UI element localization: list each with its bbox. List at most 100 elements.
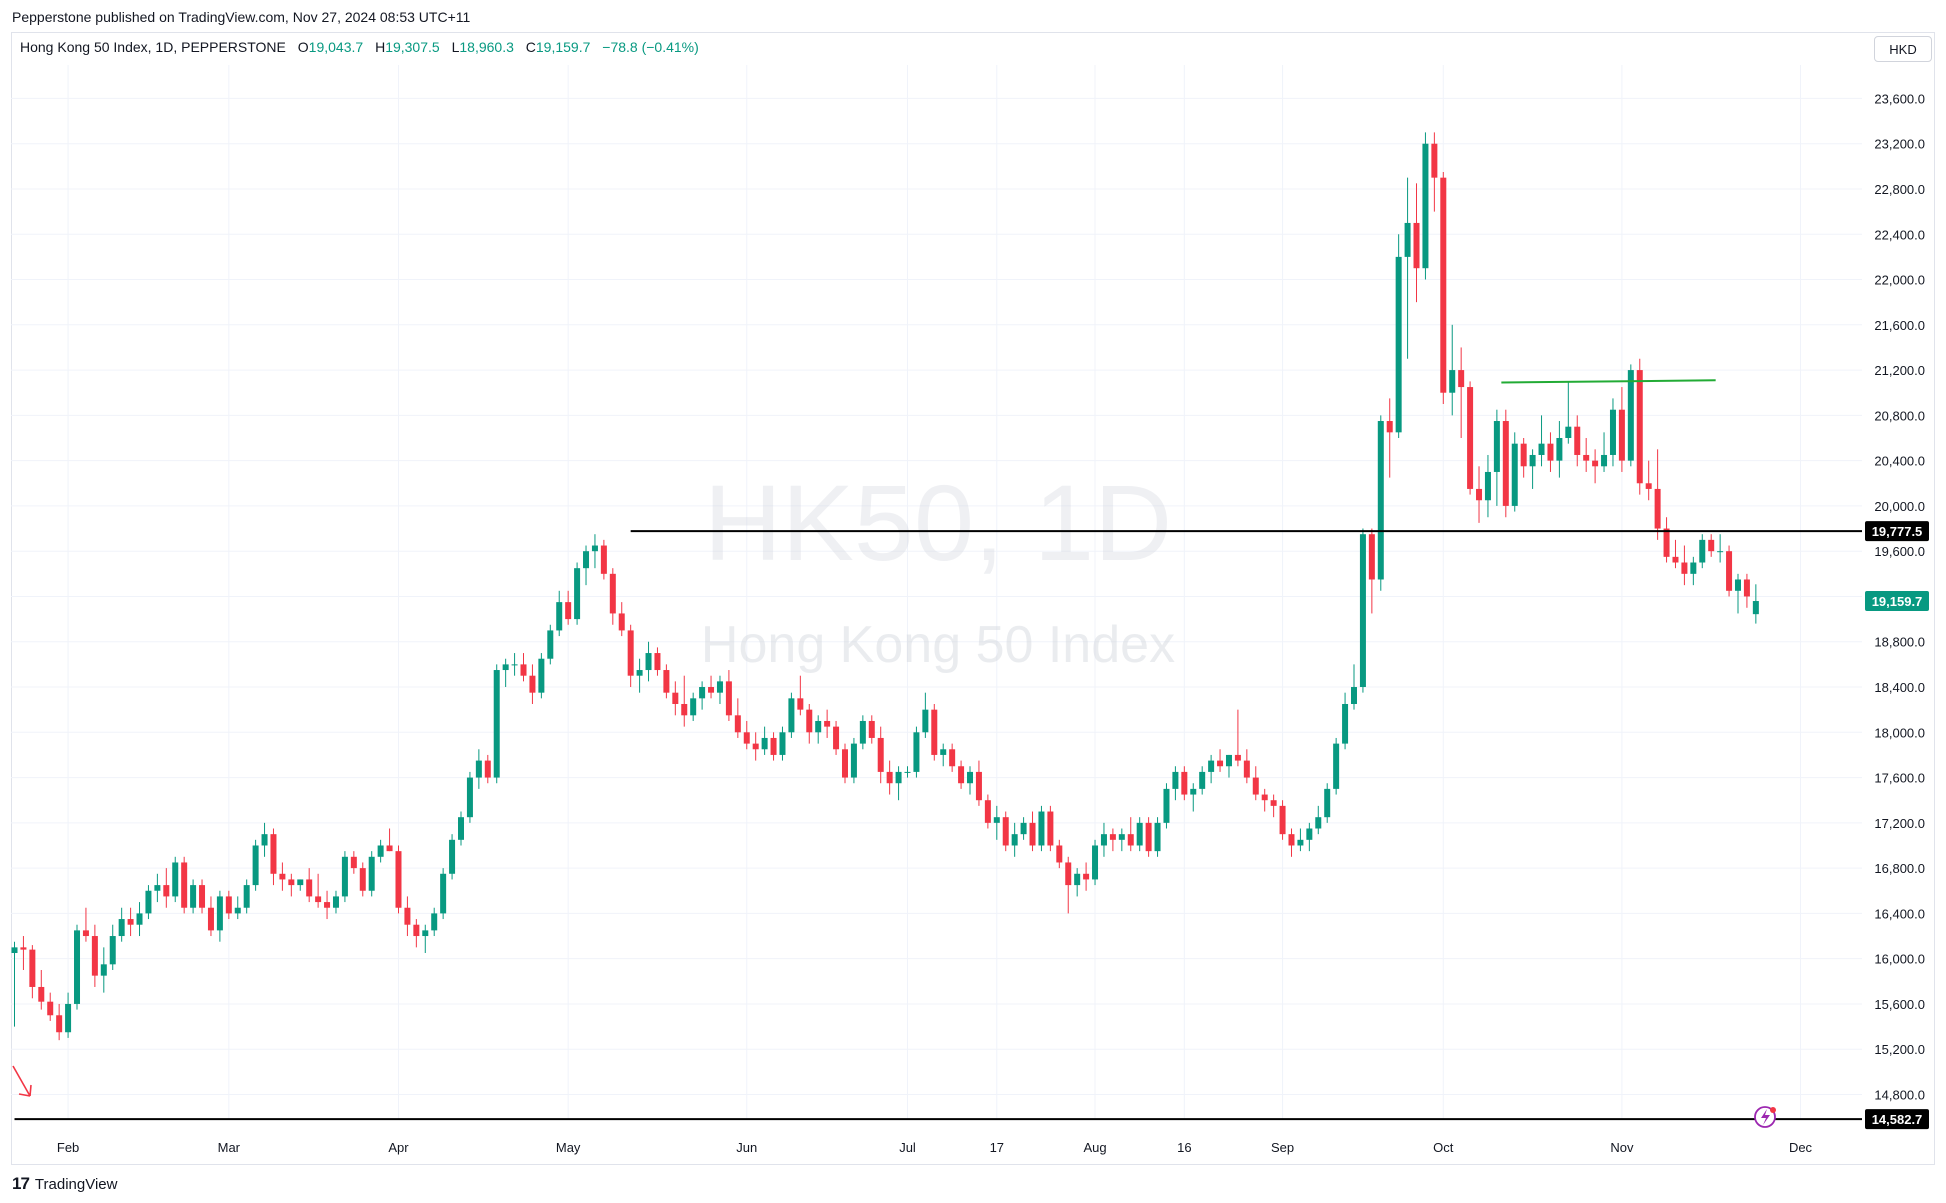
price-tick-label: 15,200.0 [1874,1042,1925,1057]
price-axis: 14,800.0 15,200.0 15,600.0 16,000.0 16,400.0… [1874,91,1925,1102]
candle [1092,839,1099,886]
candle [1118,828,1125,852]
candle-body [359,868,366,891]
price-tick-label: 16,400.0 [1874,906,1925,921]
candle [1618,387,1625,472]
candle [716,675,723,704]
candle [1476,466,1483,523]
candle [788,692,795,738]
legend-open: 19,043.7 [308,39,364,55]
time-tick-label: Mar [218,1140,241,1155]
candle-body [11,947,18,954]
legend-close: 19,159.7 [535,39,591,55]
candle-body [975,771,982,801]
candle-body [895,771,902,784]
tradingview-logo[interactable]: 17 TradingView [12,1174,117,1194]
candle-body [1342,703,1349,744]
candle [1440,172,1447,405]
price-tick-label: 19,600.0 [1874,544,1925,559]
candle [1181,766,1188,801]
candle [324,890,331,920]
candle-body [967,771,974,784]
candle [779,726,786,761]
candle-body [449,839,456,874]
price-labels: 19,777.5 19,159.7 14,582.7 [1865,521,1929,1130]
candle [1083,862,1090,891]
candle [56,1003,63,1041]
candle [1199,766,1206,795]
candle [1002,811,1009,852]
candle [1752,584,1759,624]
candle-body [109,936,116,965]
candle-body [841,749,848,778]
candle [1556,421,1563,478]
lightning-icon[interactable] [1754,1106,1776,1128]
candle-body [1020,822,1027,835]
candle-body [413,924,420,937]
candle-body [1422,143,1429,269]
candle-body [1752,601,1759,615]
candle-body [1154,822,1161,852]
candle [297,879,304,891]
candle [627,624,634,688]
price-label-box [1865,1109,1929,1130]
candle [475,749,482,789]
candle-body [136,913,143,925]
candle-body [225,896,232,914]
candle-body [1672,556,1679,563]
candle [752,732,759,761]
candle-body [1484,471,1491,501]
candle-body [1136,822,1143,846]
candle-body [600,545,607,574]
candle-body [288,879,295,886]
candle-body [520,664,527,676]
candle-body [315,896,322,903]
candle-body [1038,811,1045,846]
candle-body [833,726,840,750]
candle-body [1252,777,1259,795]
candles [11,132,1759,1041]
candle [1297,828,1304,852]
candle [1074,868,1081,897]
candle [502,658,509,688]
candle-body [1351,687,1357,704]
time-tick-label: Jun [736,1140,757,1155]
candle [368,851,375,897]
candle [708,675,715,699]
candle [895,766,902,801]
candle [484,754,491,784]
candle-body [1368,534,1375,580]
legend-low: 18,960.3 [459,39,514,55]
candle [1100,822,1107,857]
candle-body [1163,788,1170,823]
candle-body [708,687,715,693]
candle-body [922,709,929,733]
candle-body [1726,551,1733,591]
candle [1154,817,1161,857]
candle [1172,766,1179,801]
candle-body [38,986,45,1002]
candle [1601,432,1608,472]
candle [377,839,384,863]
candle-body [725,681,732,716]
candle-body [145,890,152,914]
candle-body [958,766,965,784]
candle [654,647,661,676]
candle [538,653,545,699]
candle [609,568,616,625]
candle-body [1556,437,1563,461]
candle-body [1056,845,1063,863]
candle-body [1100,834,1107,846]
candle-body [127,919,134,925]
candle-body [306,879,313,897]
candle [1493,409,1500,506]
candle [1342,692,1349,750]
candle [386,828,393,852]
candle-body [1734,579,1741,591]
currency-button[interactable]: HKD [1874,36,1932,62]
candle [583,545,590,586]
price-tick-label: 23,600.0 [1874,91,1925,106]
candle-body [931,709,938,755]
candle-body [475,760,482,778]
